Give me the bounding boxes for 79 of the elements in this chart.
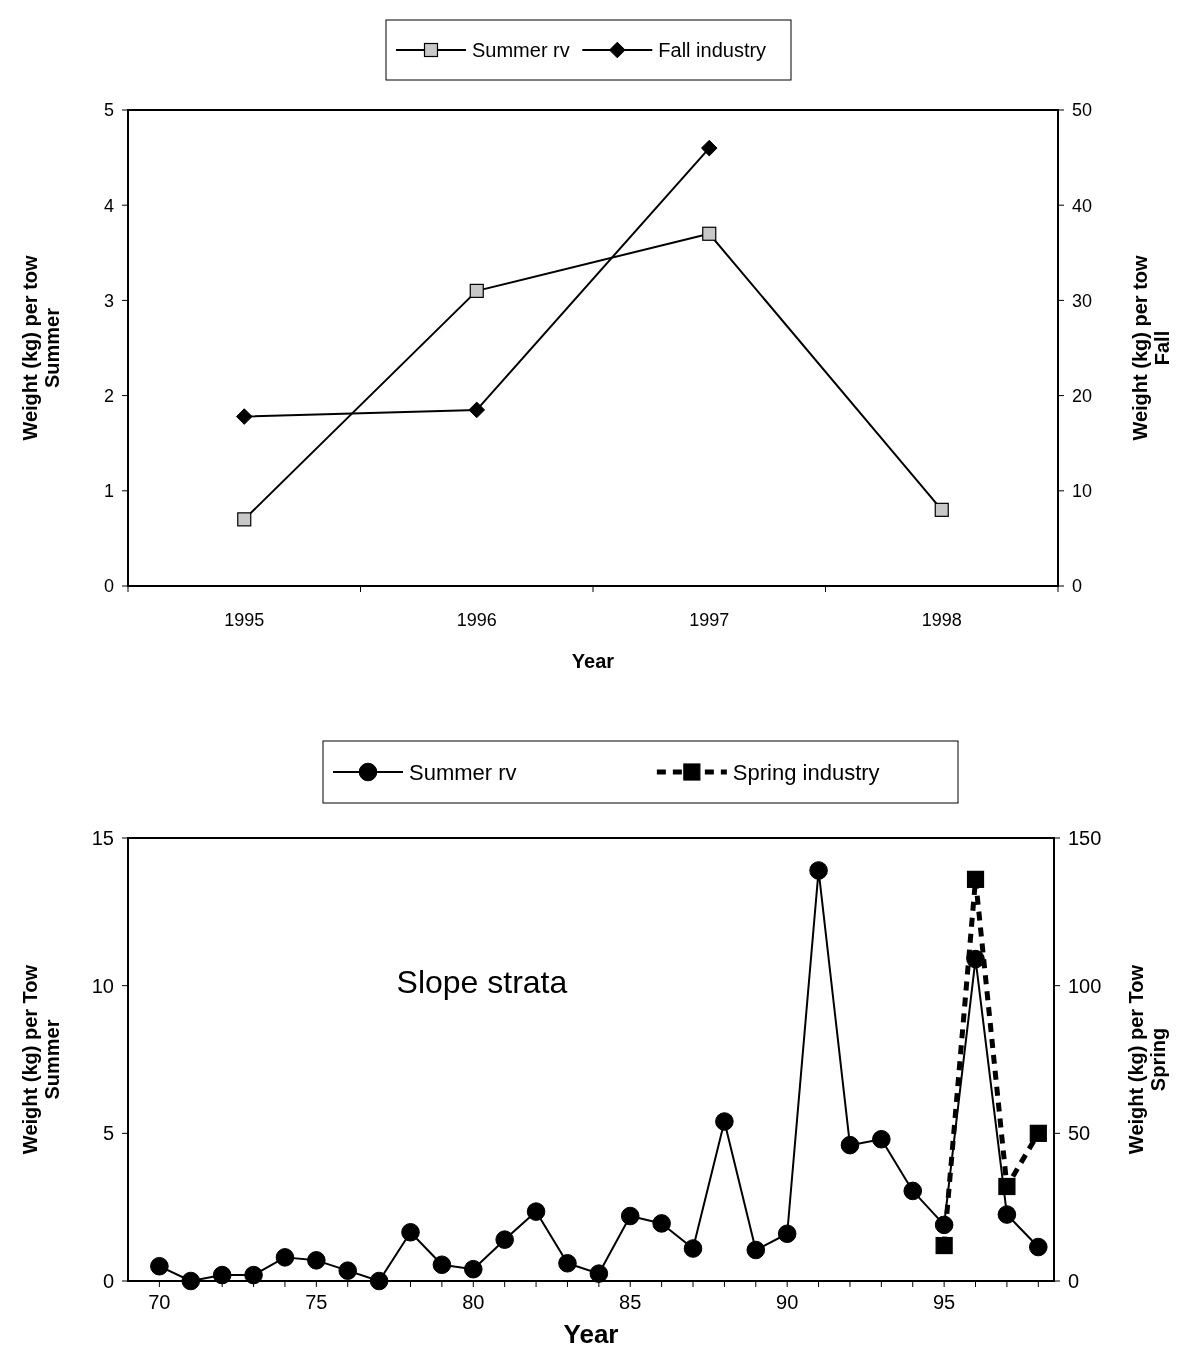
- point: [181, 1271, 201, 1291]
- y-axis-title: Weight (kg) per tow Summer: [19, 254, 63, 441]
- point: [235, 408, 253, 425]
- point: [212, 1265, 232, 1285]
- point: [468, 401, 486, 419]
- y2-tick-label: 40: [1072, 195, 1093, 216]
- point: [244, 1265, 263, 1285]
- y-tick-label: 4: [103, 195, 114, 216]
- annotation: Slope strata: [396, 964, 568, 1001]
- x-tick-label: 80: [462, 1291, 485, 1313]
- x-tick-label: 1997: [689, 610, 730, 630]
- y2-tick-label: 0: [1072, 576, 1083, 597]
- y-tick-label: 1: [103, 481, 114, 502]
- y2-tick-label: 150: [1068, 827, 1102, 849]
- y2-tick-label: 100: [1068, 974, 1102, 997]
- point: [997, 1205, 1017, 1224]
- point: [526, 1202, 546, 1221]
- point: [872, 1129, 891, 1149]
- y-tick-label: 5: [103, 100, 114, 121]
- point: [620, 1206, 640, 1226]
- y2-tick-label: 20: [1072, 385, 1093, 406]
- point: [338, 1261, 358, 1280]
- y-tick-label: 3: [103, 290, 114, 311]
- y2-tick-label: 50: [1072, 100, 1093, 121]
- x-tick-label: 1998: [921, 610, 962, 630]
- point: [777, 1224, 797, 1244]
- point: [935, 1236, 953, 1255]
- point: [746, 1240, 766, 1260]
- y2-tick-label: 50: [1068, 1122, 1091, 1145]
- point: [495, 1230, 514, 1249]
- x-tick-label: 70: [148, 1291, 171, 1313]
- point: [934, 502, 949, 517]
- y-tick-label: 10: [91, 974, 114, 997]
- y-tick-label: 5: [102, 1122, 114, 1145]
- point: [369, 1271, 389, 1291]
- x-tick-label: 85: [619, 1291, 642, 1313]
- point: [809, 861, 828, 880]
- point: [702, 226, 717, 241]
- y2-axis-title: Weight (kg) per tow Fall: [1129, 254, 1173, 441]
- x-tick-label: 95: [933, 1291, 956, 1313]
- legend-label: Summer rv: [472, 39, 570, 61]
- y2-tick-label: 10: [1072, 481, 1093, 502]
- point: [700, 139, 718, 157]
- point: [652, 1214, 671, 1233]
- point: [469, 283, 484, 298]
- y2-axis-title: Weight (kg) per Tow Spring: [1125, 964, 1169, 1155]
- legend-label: Fall industry: [658, 39, 767, 61]
- point: [1029, 1237, 1048, 1257]
- point: [683, 1239, 703, 1258]
- point: [558, 1253, 577, 1273]
- point: [237, 512, 252, 527]
- point: [275, 1248, 295, 1267]
- x-tick-label: 1995: [224, 610, 265, 630]
- point: [1029, 1124, 1047, 1142]
- x-tick-label: 90: [776, 1291, 799, 1313]
- y2-tick-label: 0: [1068, 1270, 1080, 1292]
- point: [903, 1181, 923, 1201]
- y-tick-label: 0: [103, 576, 114, 597]
- x-tick-label: 1996: [456, 610, 497, 630]
- point: [966, 870, 985, 888]
- y-tick-label: 2: [103, 385, 114, 406]
- point: [401, 1222, 420, 1242]
- point: [589, 1264, 609, 1283]
- point: [715, 1112, 734, 1131]
- point: [840, 1135, 860, 1155]
- legend-label: Spring industry: [732, 759, 880, 785]
- point: [432, 1255, 452, 1275]
- y2-tick-label: 30: [1072, 290, 1093, 311]
- point: [307, 1251, 326, 1270]
- point: [998, 1177, 1016, 1196]
- legend-label: Summer rv: [409, 759, 517, 785]
- y-tick-label: 0: [102, 1270, 114, 1292]
- point: [463, 1259, 483, 1279]
- point: [150, 1256, 169, 1276]
- y-tick-label: 15: [91, 827, 114, 849]
- x-axis-title: Year: [571, 650, 615, 672]
- x-axis-title: Year: [563, 1319, 619, 1349]
- y-axis-title: Weight (kg) per Tow Summer: [19, 964, 63, 1155]
- x-tick-label: 75: [305, 1291, 328, 1313]
